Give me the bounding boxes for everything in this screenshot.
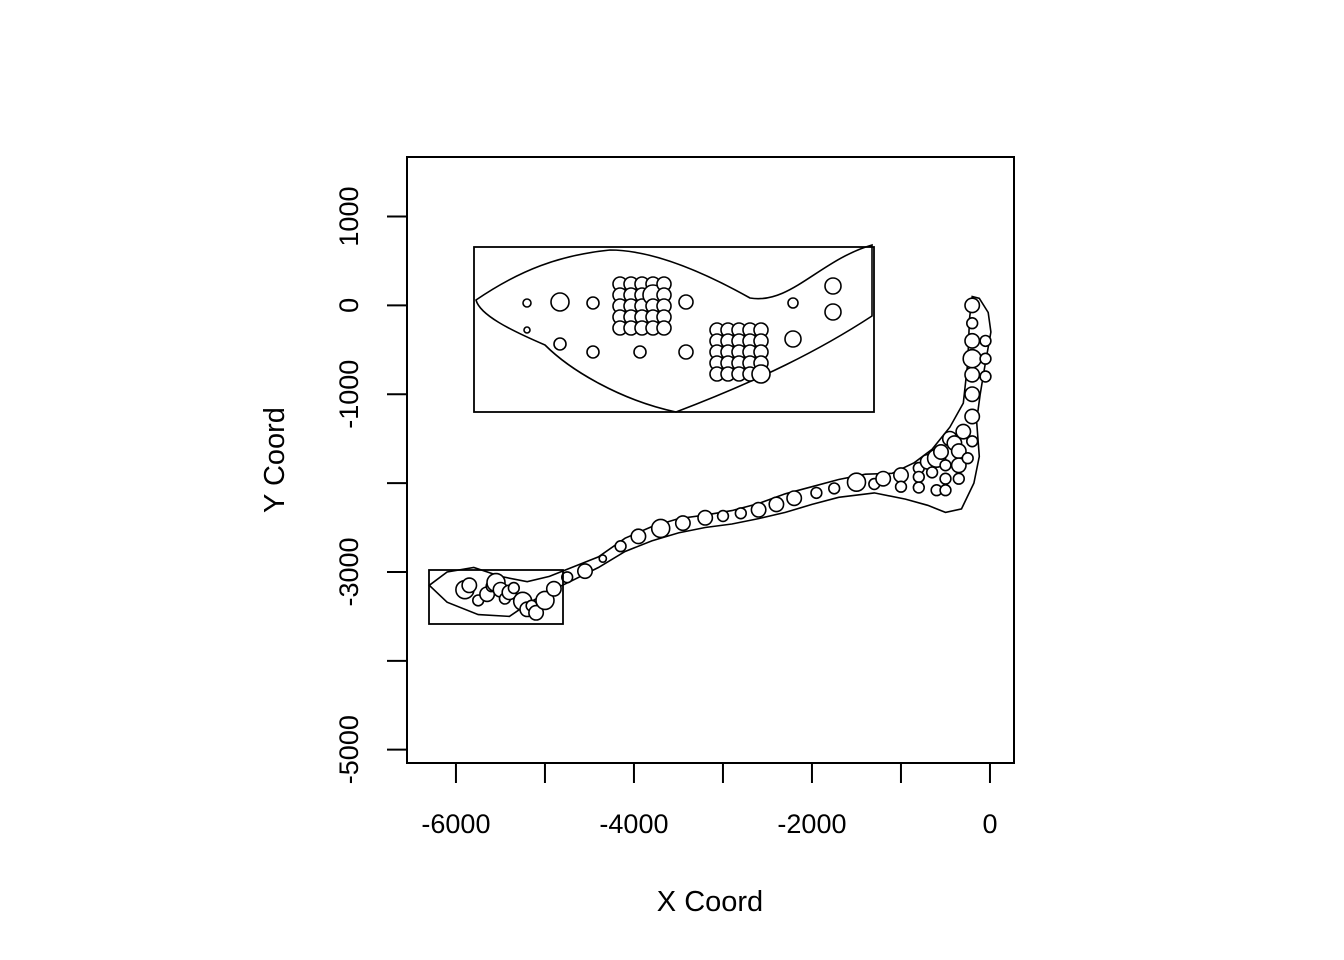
data-point [939,484,952,497]
y-tick-label: -5000 [334,715,364,784]
inset-lower-left-frame [428,569,564,625]
inset-point [784,330,802,348]
x-axis-label: X Coord [657,886,763,918]
data-point [939,472,952,485]
data-point [892,467,909,484]
x-tick-label: 0 [982,809,997,839]
inset-outline [475,243,873,413]
inset-point [553,337,567,351]
y-tick-label: -1000 [334,360,364,429]
data-point [650,518,671,539]
y-axis: 1000 0 -1000 -3000 -5000 [334,186,408,784]
data-point [734,507,747,520]
data-point [939,459,952,472]
data-point [979,334,992,348]
data-point [912,470,925,484]
y-tick-label: 1000 [334,186,364,246]
data-point [697,509,714,526]
data-point [461,577,478,594]
inset-point [586,296,600,310]
inset-upper-right-frame [473,246,875,413]
x-tick-label: -6000 [421,809,490,839]
x-axis: -6000 -4000 -2000 0 [421,762,997,839]
data-point [750,501,767,518]
data-point [961,452,974,465]
data-point [545,580,562,597]
data-point [528,604,545,621]
inset-point [523,326,531,334]
inset-point [586,345,600,359]
data-point [630,528,647,545]
inset-point [656,320,672,336]
inset-upper-right-region [473,243,875,413]
data-point [964,366,981,383]
y-tick-label: 0 [334,298,364,313]
data-point [614,539,627,553]
data-point [932,443,949,460]
data-point [962,348,983,369]
data-point [964,408,981,425]
inset-point [678,344,694,360]
inset-point [550,292,570,312]
y-tick-label: -3000 [334,537,364,606]
data-point [964,386,981,403]
data-point [979,370,992,383]
inset-point [824,303,842,321]
inset-point [633,345,647,359]
data-point [875,470,892,487]
data-point [925,466,939,479]
data-point [768,496,785,513]
data-point [786,490,803,507]
inset-point [522,298,532,308]
inset-point [678,294,694,310]
data-point [716,509,730,523]
data-point [912,481,925,494]
x-tick-label: -4000 [599,809,668,839]
data-point [560,571,574,584]
data-point [964,297,981,314]
inset-point [824,277,842,295]
y-axis-label: Y Coord [259,407,291,513]
inset-point [787,297,799,309]
inset-lower-left-region [428,569,564,625]
x-tick-label: -2000 [777,809,846,839]
data-point [576,563,593,580]
data-point [952,472,965,485]
data-point [846,472,867,493]
data-point [535,590,555,611]
data-point [979,352,992,365]
data-point [598,554,608,563]
data-points [455,297,992,621]
data-point [965,435,979,448]
inset-point [751,364,771,384]
data-point [955,423,972,440]
data-point [965,317,979,330]
data-point [964,332,981,349]
data-point [810,486,823,500]
data-point [827,482,841,495]
data-point [674,515,691,532]
data-point [894,480,908,493]
data-point [950,457,967,474]
data-point [507,581,520,595]
